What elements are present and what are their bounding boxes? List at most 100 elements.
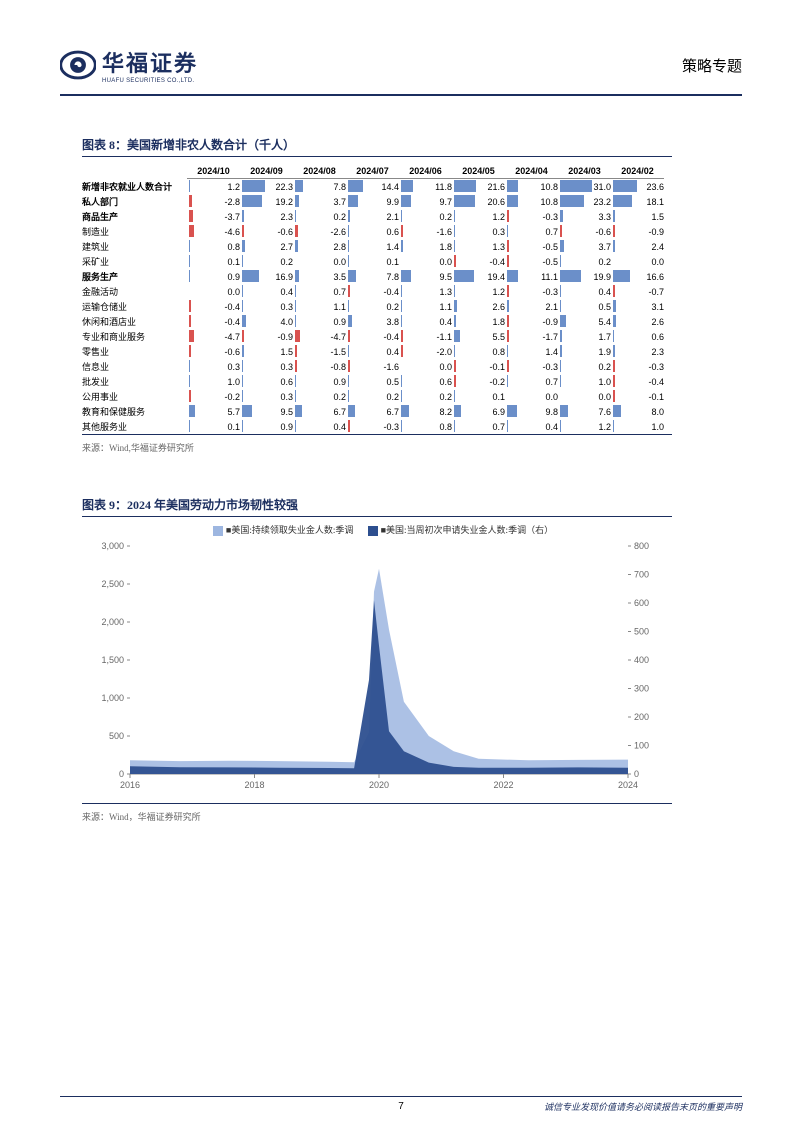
- data-cell: -0.1: [611, 389, 664, 404]
- data-cell: -2.0: [399, 344, 452, 359]
- data-cell: -0.6: [558, 224, 611, 239]
- data-cell: -0.9: [240, 329, 293, 344]
- data-cell: -0.4: [611, 374, 664, 389]
- logo-name-en: HUAFU SECURITIES CO.,LTD.: [102, 78, 198, 84]
- data-cell: 1.0: [611, 419, 664, 434]
- data-cell: 3.1: [611, 299, 664, 314]
- data-cell: 0.8: [452, 344, 505, 359]
- data-cell: -4.7: [293, 329, 346, 344]
- data-cell: 0.0: [558, 389, 611, 404]
- row-label: 商品生产: [82, 209, 187, 224]
- data-cell: -0.5: [505, 254, 558, 269]
- data-cell: 0.2: [346, 299, 399, 314]
- data-cell: 22.3: [240, 179, 293, 195]
- data-cell: -0.6: [187, 344, 240, 359]
- data-cell: 2.3: [611, 344, 664, 359]
- legend-swatch-continuing: [213, 526, 223, 536]
- data-cell: 1.4: [505, 344, 558, 359]
- data-cell: 7.8: [293, 179, 346, 195]
- data-cell: 1.0: [558, 374, 611, 389]
- data-cell: 0.2: [399, 209, 452, 224]
- data-cell: 2.7: [240, 239, 293, 254]
- row-label: 运输仓储业: [82, 299, 187, 314]
- data-cell: 6.7: [293, 404, 346, 419]
- data-cell: 6.9: [452, 404, 505, 419]
- data-cell: -0.4: [187, 299, 240, 314]
- page: 华福证券 HUAFU SECURITIES CO.,LTD. 策略专题 图表 8…: [0, 0, 802, 1133]
- data-cell: 0.5: [346, 374, 399, 389]
- data-cell: 5.5: [452, 329, 505, 344]
- row-label: 金融活动: [82, 284, 187, 299]
- footer-disclaimer: 诚信专业发现价值请务必阅读报告末页的重要声明: [544, 1100, 742, 1113]
- data-cell: -4.6: [187, 224, 240, 239]
- chart9-legend: ■美国:持续领取失业金人数:季调 ■美国:当周初次申请失业金人数:季调（右）: [82, 523, 672, 540]
- data-cell: 0.1: [187, 254, 240, 269]
- svg-text:200: 200: [634, 712, 649, 722]
- data-cell: -0.4: [346, 284, 399, 299]
- data-cell: 0.9: [293, 374, 346, 389]
- data-cell: 1.8: [399, 239, 452, 254]
- data-cell: 1.2: [558, 419, 611, 434]
- row-label: 服务生产: [82, 269, 187, 284]
- row-label: 制造业: [82, 224, 187, 239]
- page-number: 7: [398, 1101, 404, 1112]
- svg-text:2018: 2018: [244, 780, 264, 790]
- nonfarm-payroll-table: 2024/102024/092024/082024/072024/062024/…: [82, 163, 664, 434]
- chart9-title: 图表 9：2024 年美国劳动力市场韧性较强: [82, 496, 742, 513]
- data-cell: 1.9: [558, 344, 611, 359]
- data-cell: -0.2: [187, 389, 240, 404]
- data-cell: 2.8: [293, 239, 346, 254]
- svg-text:100: 100: [634, 741, 649, 751]
- row-label: 专业和商业服务: [82, 329, 187, 344]
- data-cell: 0.4: [240, 284, 293, 299]
- data-cell: 1.4: [346, 239, 399, 254]
- data-cell: 1.5: [611, 209, 664, 224]
- data-cell: 8.0: [611, 404, 664, 419]
- data-cell: -0.4: [452, 254, 505, 269]
- data-cell: 1.2: [187, 179, 240, 195]
- data-cell: 0.6: [240, 374, 293, 389]
- data-cell: 23.2: [558, 194, 611, 209]
- data-cell: 0.6: [611, 329, 664, 344]
- table8-source: 来源：Wind,华福证券研究所: [82, 441, 742, 454]
- data-cell: 0.2: [240, 254, 293, 269]
- svg-text:2016: 2016: [120, 780, 140, 790]
- row-label: 私人部门: [82, 194, 187, 209]
- svg-text:700: 700: [634, 570, 649, 580]
- row-label: 建筑业: [82, 239, 187, 254]
- data-cell: -0.6: [240, 224, 293, 239]
- data-cell: 1.2: [452, 284, 505, 299]
- data-cell: 0.2: [346, 389, 399, 404]
- data-cell: 9.8: [505, 404, 558, 419]
- svg-text:2,000: 2,000: [101, 617, 124, 627]
- data-cell: 0.4: [346, 344, 399, 359]
- data-cell: 16.6: [611, 269, 664, 284]
- data-cell: 7.8: [346, 269, 399, 284]
- data-cell: 0.0: [293, 254, 346, 269]
- data-cell: 3.8: [346, 314, 399, 329]
- data-cell: 3.3: [558, 209, 611, 224]
- data-cell: 0.6: [346, 224, 399, 239]
- data-cell: 0.3: [187, 359, 240, 374]
- company-logo: 华福证券 HUAFU SECURITIES CO.,LTD.: [60, 46, 198, 84]
- data-cell: -0.3: [346, 419, 399, 434]
- data-cell: 1.8: [452, 314, 505, 329]
- data-cell: 21.6: [452, 179, 505, 195]
- data-cell: 0.2: [293, 209, 346, 224]
- data-cell: -1.6: [399, 224, 452, 239]
- data-cell: -0.7: [611, 284, 664, 299]
- data-cell: 0.8: [187, 239, 240, 254]
- data-cell: -0.9: [611, 224, 664, 239]
- data-cell: 4.0: [240, 314, 293, 329]
- data-cell: 16.9: [240, 269, 293, 284]
- data-cell: 2.4: [611, 239, 664, 254]
- data-cell: 1.1: [293, 299, 346, 314]
- svg-text:2024: 2024: [618, 780, 638, 790]
- data-cell: 18.1: [611, 194, 664, 209]
- data-cell: 0.6: [399, 374, 452, 389]
- data-cell: 0.9: [240, 419, 293, 434]
- content-area: 图表 8：美国新增非农人数合计（千人） 2024/102024/092024/0…: [60, 96, 742, 823]
- data-cell: 11.1: [505, 269, 558, 284]
- logo-name-cn: 华福证券: [102, 46, 198, 78]
- data-cell: 3.7: [558, 239, 611, 254]
